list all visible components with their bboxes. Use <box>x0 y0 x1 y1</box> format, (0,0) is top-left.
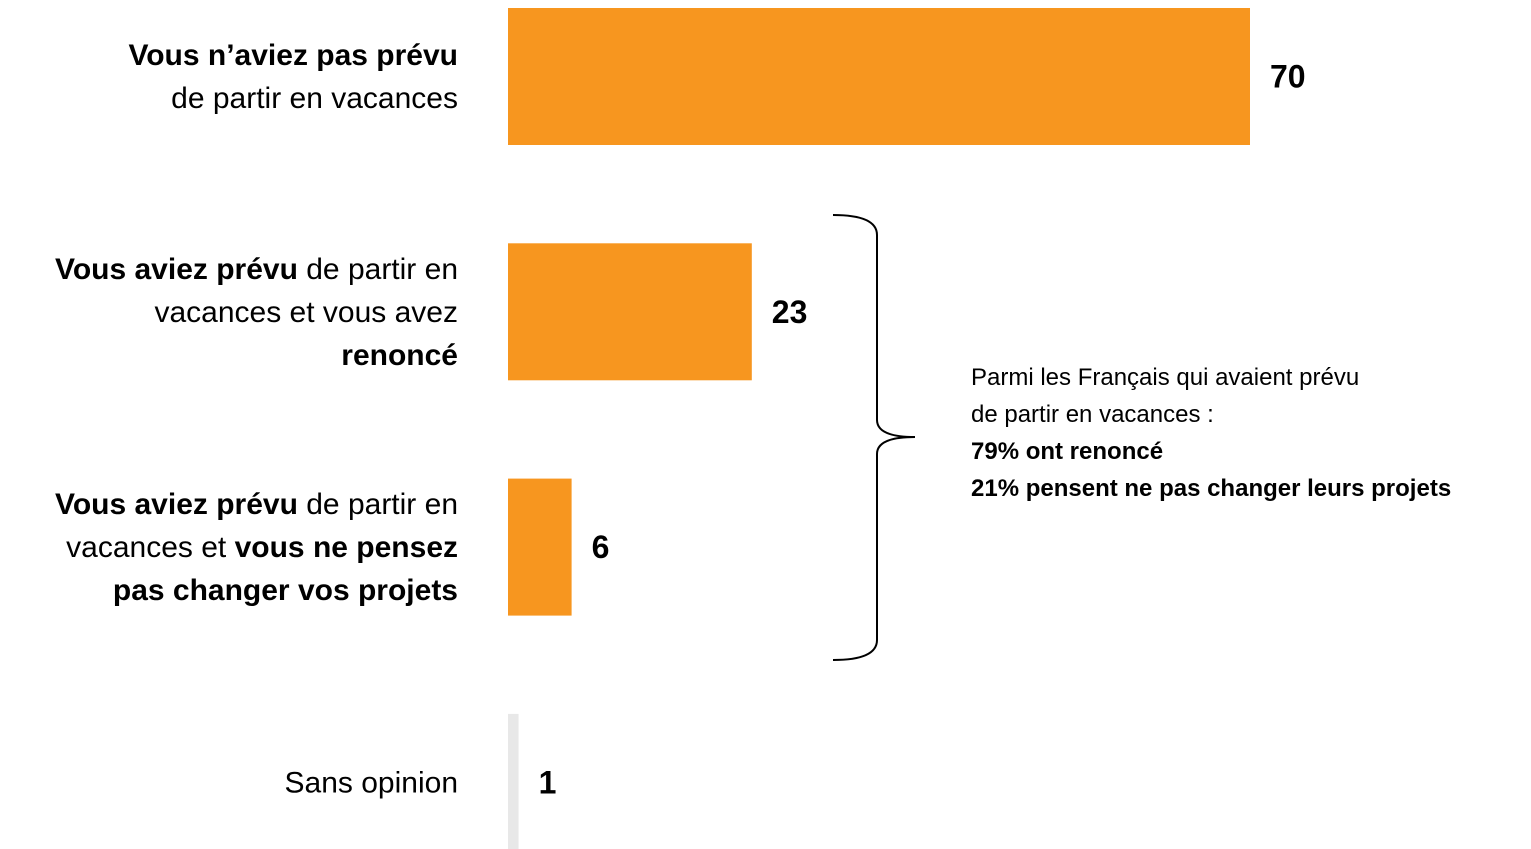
category-label-part: renoncé <box>341 339 458 372</box>
category-label: renoncé <box>341 339 458 372</box>
category-label-part: Sans opinion <box>285 766 458 799</box>
annotation-line: 21% pensent ne pas changer leurs projets <box>971 475 1451 502</box>
value-label: 6 <box>592 529 610 565</box>
bar <box>508 713 519 849</box>
category-label-part: pas changer vos projets <box>113 574 458 607</box>
category-label-part: de partir en <box>298 253 458 286</box>
category-label-part: Vous aviez prévu <box>55 488 298 521</box>
annotation-line: de partir en vacances : <box>971 401 1214 428</box>
category-label-part: de partir en vacances <box>171 82 458 115</box>
category-label-part: vacances et vous avez <box>154 296 458 329</box>
annotation-line: 79% ont renoncé <box>971 438 1163 465</box>
category-label: vacances et vous avez <box>154 296 458 329</box>
category-label: Sans opinion <box>285 766 458 799</box>
value-label: 1 <box>539 764 557 800</box>
brace <box>832 214 916 661</box>
category-label: Vous n’aviez pas prévu <box>128 39 458 72</box>
category-label-part: vacances et <box>66 531 234 564</box>
bar <box>508 8 1250 145</box>
annotation-line: Parmi les Français qui avaient prévu <box>971 364 1359 391</box>
category-label-part: Vous n’aviez pas prévu <box>128 39 458 72</box>
category-label: vacances et vous ne pensez <box>66 531 458 564</box>
category-label: pas changer vos projets <box>113 574 458 607</box>
category-label: Vous aviez prévu de partir en <box>55 253 458 286</box>
category-label-part: vous ne pensez <box>235 531 458 564</box>
category-label-part: de partir en <box>298 488 458 521</box>
value-label: 70 <box>1270 59 1306 95</box>
category-label: de partir en vacances <box>171 82 458 115</box>
value-label: 23 <box>772 294 808 330</box>
category-label-part: Vous aviez prévu <box>55 253 298 286</box>
bar <box>508 243 752 381</box>
category-label: Vous aviez prévu de partir en <box>55 488 458 521</box>
bar <box>508 478 572 616</box>
